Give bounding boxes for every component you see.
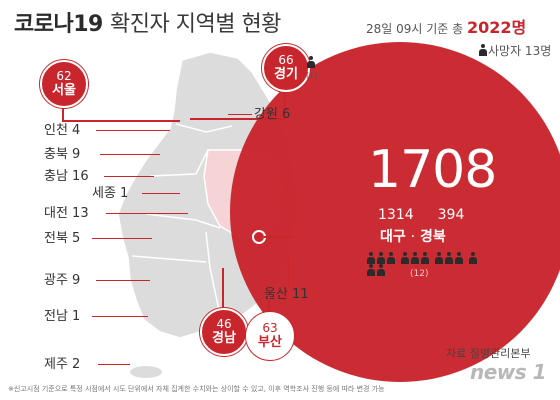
label-incheon: 인천 4 — [44, 123, 81, 138]
footnote: ※신고시점 기준으로 특정 시점에서 시도 단위에서 자체 집계한 수치와는 상… — [8, 385, 385, 393]
daejeon-leader — [106, 213, 188, 214]
deaths-total: 사망자 13명 — [478, 44, 551, 57]
label-jeju: 제주 2 — [44, 357, 81, 372]
jeonbuk-leader — [92, 238, 152, 239]
chungbuk-leader — [100, 154, 160, 155]
source-label: 자료 질병관리본부 — [446, 347, 531, 360]
label-gangwon: 강원 6 — [254, 107, 291, 122]
news1-logo: news 1 — [470, 360, 547, 384]
incheon-leader — [96, 130, 170, 131]
daegu-gyeongbuk-deaths: (12) — [410, 269, 429, 279]
sub-names: 대구 · 경북 — [380, 229, 446, 245]
busan-leader — [268, 296, 270, 314]
sejong-leader — [142, 193, 180, 194]
ulsan-leader — [288, 258, 289, 286]
seoul-pin: 62 서울 — [40, 60, 88, 108]
busan-pin: 63 부산 — [246, 312, 294, 360]
gangwon-leader — [228, 114, 252, 115]
gyeongnam-leader — [222, 268, 224, 310]
daegu-leader — [264, 236, 294, 238]
page-title: 코로나19 확진자 지역별 현황 — [14, 12, 281, 37]
seoul-leader-h — [62, 120, 180, 122]
date-total: 28일 09시 기준 총 2022명 — [366, 18, 527, 37]
jeju-shape — [130, 366, 162, 378]
border-lines — [131, 123, 233, 325]
label-daejeon: 대전 13 — [44, 206, 89, 221]
label-ulsan: 울산 11 — [264, 287, 309, 302]
total-count: 2022명 — [467, 18, 527, 37]
seoul-leader — [62, 100, 64, 120]
label-jeonnam: 전남 1 — [44, 309, 81, 324]
label-gwangju: 광주 9 — [44, 273, 81, 288]
gyeonggi-leader — [284, 88, 286, 118]
jeonnam-leader — [92, 316, 148, 317]
sub-counts: 1314 394 — [378, 207, 465, 223]
daegu-gyeongbuk-total: 1708 — [368, 140, 497, 200]
label-jeonbuk: 전북 5 — [44, 231, 81, 246]
person-icon — [306, 56, 316, 68]
gyeonggi-pin: 66 경기 — [262, 44, 310, 92]
person-icon — [478, 44, 488, 56]
chungnam-leader — [104, 176, 154, 177]
gwangju-leader — [96, 280, 150, 281]
death-icons — [366, 252, 477, 276]
jeju-leader — [98, 364, 130, 365]
label-sejong: 세종 1 — [92, 186, 129, 201]
gyeonggi-leader-h — [190, 118, 286, 120]
gyeonggi-deaths: (1) — [306, 71, 318, 80]
label-chungnam: 충남 16 — [44, 169, 89, 184]
gyeongnam-pin: 46 경남 — [200, 308, 248, 356]
label-chungbuk: 충북 9 — [44, 147, 81, 162]
